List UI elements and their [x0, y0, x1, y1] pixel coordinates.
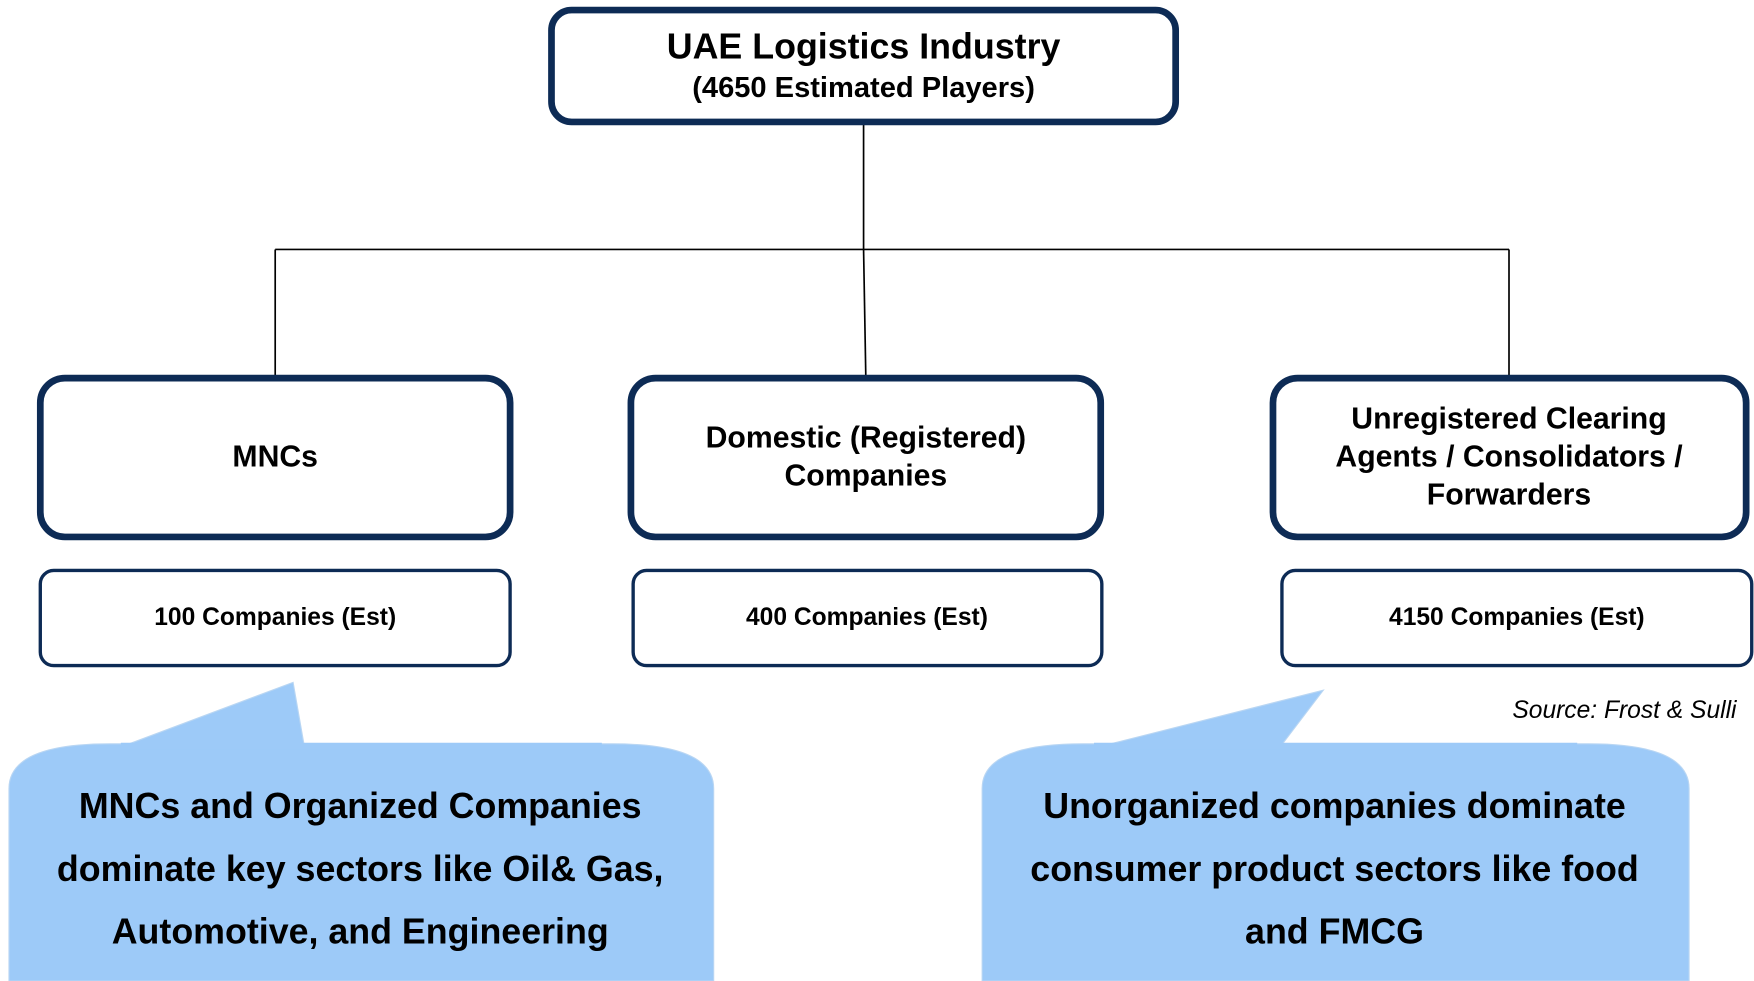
category-label: Unregistered Clearing — [1351, 403, 1666, 436]
callout-bubble — [8, 743, 715, 981]
count-box — [1280, 568, 1754, 668]
category-box — [36, 374, 514, 541]
category-label: Companies — [784, 460, 947, 493]
callout-text: Unorganized companies dominate — [1043, 786, 1626, 826]
callout-tail — [1101, 689, 1325, 747]
callout-seam — [1094, 742, 1578, 750]
root-box — [548, 6, 1180, 126]
root-subtitle: (4650 Estimated Players) — [692, 72, 1035, 104]
callout-text: consumer product sectors like food — [1030, 849, 1638, 889]
category-label: MNCs — [232, 441, 318, 474]
callout-bubble — [981, 743, 1690, 981]
count-label: 400 Companies (Est) — [746, 604, 988, 631]
category-box — [627, 374, 1105, 541]
callout-seam — [120, 742, 602, 750]
count-box — [631, 568, 1104, 668]
count-label: 4150 Companies (Est) — [1389, 604, 1645, 631]
callout-text: Automotive, and Engineering — [112, 911, 609, 951]
category-box — [1269, 374, 1750, 541]
connectors — [274, 123, 1510, 377]
category-label: Agents / Consolidators / — [1335, 441, 1683, 474]
callout-text: dominate key sectors like Oil& Gas, — [57, 849, 664, 889]
callout-text: MNCs and Organized Companies — [79, 786, 642, 826]
callout-text: and FMCG — [1245, 911, 1424, 951]
count-box — [38, 568, 512, 668]
category-label: Domestic (Registered) — [706, 422, 1026, 455]
count-label: 100 Companies (Est) — [154, 604, 396, 631]
category-label: Forwarders — [1427, 479, 1591, 512]
root-title: UAE Logistics Industry — [667, 27, 1061, 67]
callout-tail — [122, 681, 305, 747]
source-note: Source: Frost & Sulli — [1512, 697, 1738, 724]
